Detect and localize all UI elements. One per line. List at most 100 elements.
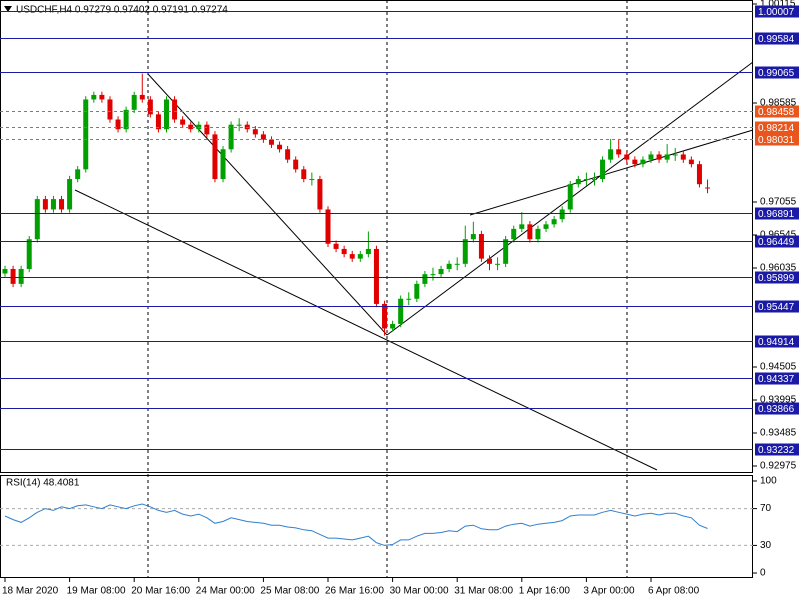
candle-body [640,159,646,165]
candle-body [115,119,121,130]
candle-body [446,263,452,269]
x-tick-label: 26 Mar 16:00 [325,586,384,597]
candle-body [67,179,73,210]
x-tick-label: 25 Mar 08:00 [260,586,319,597]
level-label: 0.94337 [758,374,795,385]
title-icon [4,6,12,12]
y-tick-label: 0.97055 [760,197,797,208]
candle-body [147,99,153,115]
candle-body [317,179,323,210]
y-tick-label: 0.94505 [760,362,797,373]
candle-body [107,99,113,120]
level-label-bg [755,66,799,79]
candle-body [664,154,670,160]
candle-body [543,224,549,229]
candle-body [349,254,355,259]
candle-body [398,298,404,324]
candle-body [503,239,509,264]
level-label: 0.95899 [758,273,795,284]
candle-body [83,99,89,170]
candle-body [632,159,638,165]
y-tick-label: 0 [760,568,766,579]
candle-body [382,303,388,329]
candle-body [624,154,630,160]
candle-body [341,248,347,255]
rsi-title: RSI(14) 48.4081 [6,478,80,489]
candle-body [478,234,484,259]
candle-body [373,248,379,304]
candle-body [123,109,129,130]
candle-body [527,224,533,240]
candle-body [172,99,178,120]
level-label: 0.93232 [758,445,795,456]
rsi-panel [0,475,753,578]
level-label-bg [755,105,799,118]
candle-body [648,154,654,160]
candle-body [285,149,291,160]
level-label-bg [755,271,799,284]
level-label: 0.94914 [758,337,795,348]
candle-body [696,164,702,185]
level-label: 0.96891 [758,209,795,220]
candle-body [688,159,694,165]
candle-body [26,239,32,269]
candle-body [325,209,331,244]
y-tick-label: 0.93485 [760,428,797,439]
candle-body [260,134,266,140]
candle-body [75,169,81,180]
y-tick-label: 0.92975 [760,461,797,472]
candle-body [454,263,460,265]
candle-body [365,248,371,255]
candle-body [495,263,501,265]
level-label: 0.98214 [758,123,795,134]
candle-body [2,268,8,274]
x-tick-label: 19 Mar 08:00 [67,586,126,597]
x-tick-label: 3 Apr 00:00 [583,586,635,597]
candle-body [309,179,315,181]
candle-body [462,239,468,264]
rsi-line [4,503,708,546]
candle-body [511,228,517,240]
y-tick-label: 30 [760,540,772,551]
candle-body [268,139,274,145]
candle-body [293,159,299,170]
y-tick-label: 0.96035 [760,263,797,274]
candle-body [277,144,283,150]
level-label-bg [755,121,799,134]
y-tick-label: 1.00115 [760,0,796,10]
candle-body [91,94,97,100]
candle-body [680,154,686,160]
candle-body [438,268,444,275]
level-label-bg [755,5,799,18]
x-tick-label: 30 Mar 00:00 [390,586,449,597]
candle-body [672,154,678,156]
candle-body [406,298,412,300]
candle-body [180,119,186,125]
trendline [147,73,388,336]
level-label-bg [755,335,799,348]
candle-body [59,199,65,210]
candle-body [236,124,242,126]
candle-body [18,268,24,284]
level-label-bg [755,133,799,146]
candle-body [551,219,557,225]
x-tick-label: 20 Mar 16:00 [131,586,190,597]
candle-body [99,94,105,100]
level-label-bg [755,32,799,45]
trendline [469,129,754,216]
y-tick-label: 70 [760,503,772,514]
y-tick-label: 100 [760,476,777,487]
level-label-bg [755,443,799,456]
y-tick-label: 0.93995 [760,395,797,406]
candle-body [212,134,218,180]
candle-body [567,184,573,210]
candle-body [535,228,541,240]
level-label: 0.98031 [758,135,795,146]
separators [147,0,628,578]
level-label: 0.99584 [758,34,795,45]
chart-title: USDCHF,H4 0.97279 0.97402 0.97191 0.9727… [16,5,228,16]
candle-body [656,154,662,160]
level-label-bg [755,300,799,313]
x-tick-label: 31 Mar 08:00 [454,586,513,597]
